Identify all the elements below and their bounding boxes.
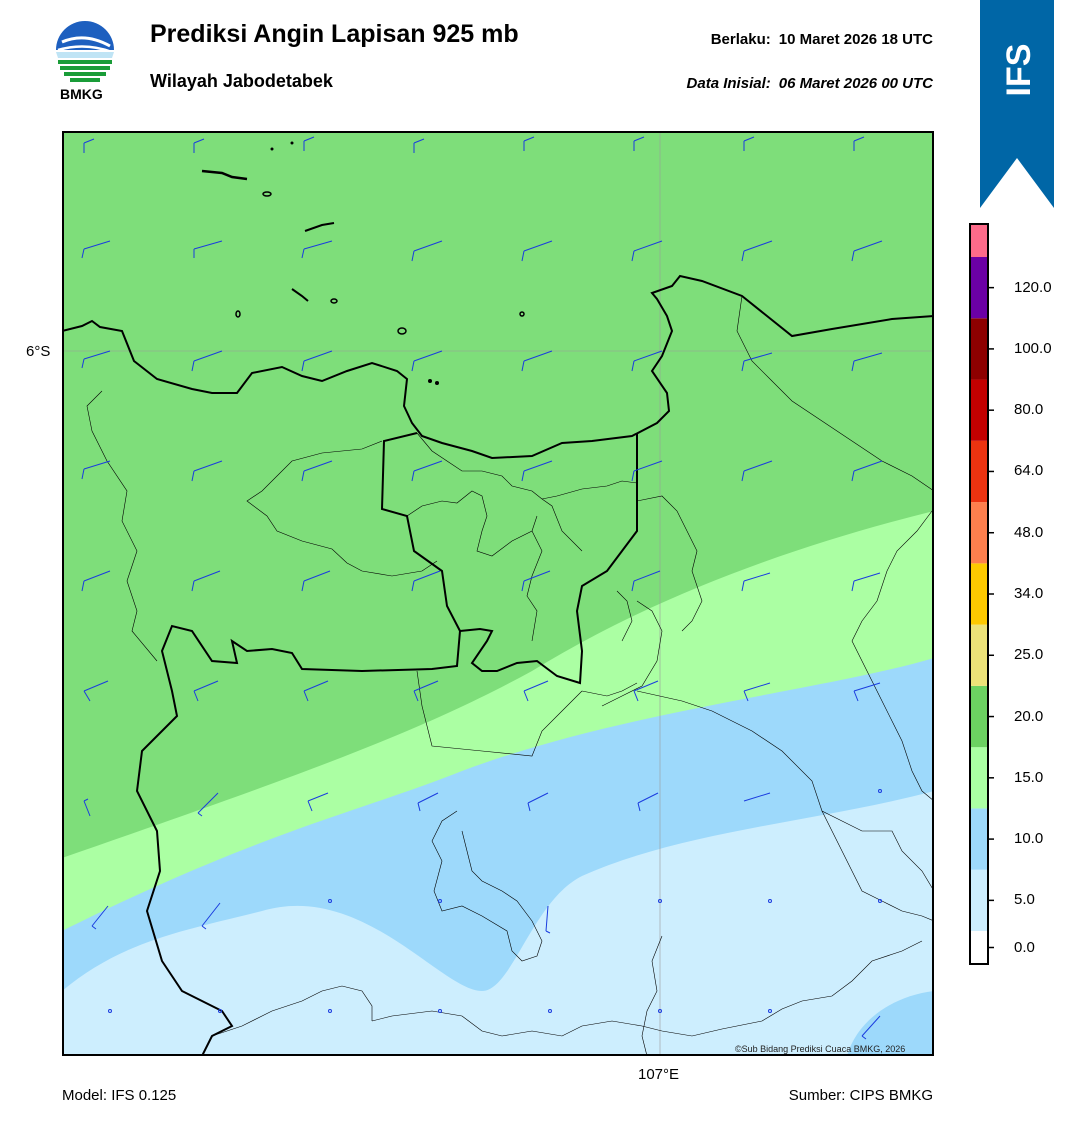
colorbar-label: 25.0 [1014, 646, 1044, 664]
barb-row-5 [81, 570, 881, 592]
barb-row-4 [81, 460, 883, 482]
calm-points [108, 789, 882, 1013]
island [291, 288, 309, 302]
valid-label: Berlaku: [710, 31, 771, 48]
colorbar-ticks [988, 286, 994, 949]
contour-5-10-corner [847, 991, 934, 1056]
colorbar-segment [970, 440, 988, 503]
lat-label: 6°S [26, 343, 51, 360]
colorbar-label: 34.0 [1014, 585, 1044, 602]
colorbar-label: 5.0 [1014, 891, 1035, 909]
colorbar-segment [970, 224, 988, 257]
colorbar-label: 15.0 [1014, 768, 1044, 786]
colorbar-segment [970, 685, 988, 748]
colorbar-segment [970, 931, 988, 964]
island [397, 327, 407, 335]
colorbar-label: 10.0 [1014, 830, 1044, 848]
province-border [135, 432, 462, 1056]
barb-row-7 [83, 792, 771, 817]
contour-15-20 [62, 131, 934, 858]
wind-barbs [81, 136, 883, 1040]
island [330, 298, 338, 304]
barb-row-2 [81, 240, 883, 262]
colorbar-segment [970, 808, 988, 870]
copyright: ©Sub Bidang Prediksi Cuaca BMKG, 2026 [735, 1044, 906, 1054]
regency-borders [86, 295, 934, 1056]
province-border-east [459, 433, 638, 685]
colorbar [969, 223, 994, 965]
coastline [62, 274, 934, 460]
barb-row-9 [861, 1015, 881, 1040]
colorbar-label: 48.0 [1014, 523, 1044, 541]
island [290, 141, 294, 145]
barb-row-8 [91, 902, 551, 934]
colorbar-segment [970, 563, 988, 625]
colorbar-label: 120.0 [1014, 278, 1052, 296]
colorbar-segment [970, 869, 988, 931]
colorbar-label: 80.0 [1014, 401, 1044, 419]
barb-row-1 [83, 136, 865, 153]
colorbar-label: 64.0 [1014, 462, 1044, 480]
colorbar-segment [970, 318, 988, 380]
region-subtitle: Wilayah Jabodetabek [150, 71, 333, 91]
colorbar-segment [970, 624, 988, 686]
island [270, 147, 274, 151]
wind-map [62, 131, 934, 1056]
island [519, 311, 525, 317]
colorbar-segment [970, 747, 988, 809]
island [304, 222, 335, 232]
colorbar-segment [970, 502, 988, 564]
colorbar-label: 100.0 [1014, 339, 1052, 357]
colorbar-label: 0.0 [1014, 938, 1035, 956]
lon-label: 107°E [638, 1066, 680, 1083]
ifs-banner-text: IFS [1000, 44, 1038, 97]
island [435, 381, 439, 385]
ifs-banner: IFS [980, 0, 1054, 208]
init-label: Data Inisial: [686, 75, 771, 92]
init-value: 06 Maret 2026 00 UTC [778, 75, 933, 92]
map-frame [62, 131, 934, 1056]
source-info: Sumber: CIPS BMKG [788, 1087, 933, 1104]
island [235, 310, 241, 318]
bmkg-logo-icon [56, 21, 114, 82]
island [262, 191, 272, 197]
island [428, 379, 432, 383]
barb-row-6 [83, 680, 881, 702]
colorbar-segment [970, 379, 988, 441]
valid-value: 10 Maret 2026 18 UTC [778, 31, 933, 48]
colorbar-segments [970, 224, 988, 964]
model-info: Model: IFS 0.125 [62, 1087, 177, 1104]
init-time: Data Inisial: 06 Maret 2026 00 UTC [687, 75, 933, 92]
valid-time: Berlaku: 10 Maret 2026 18 UTC [711, 31, 933, 48]
logo-text: BMKG [60, 86, 103, 102]
page-title: Prediksi Angin Lapisan 925 mb [150, 20, 519, 48]
island [201, 169, 248, 181]
colorbar-segment [970, 257, 988, 319]
barb-row-3 [81, 350, 883, 372]
colorbar-label: 20.0 [1014, 707, 1044, 725]
